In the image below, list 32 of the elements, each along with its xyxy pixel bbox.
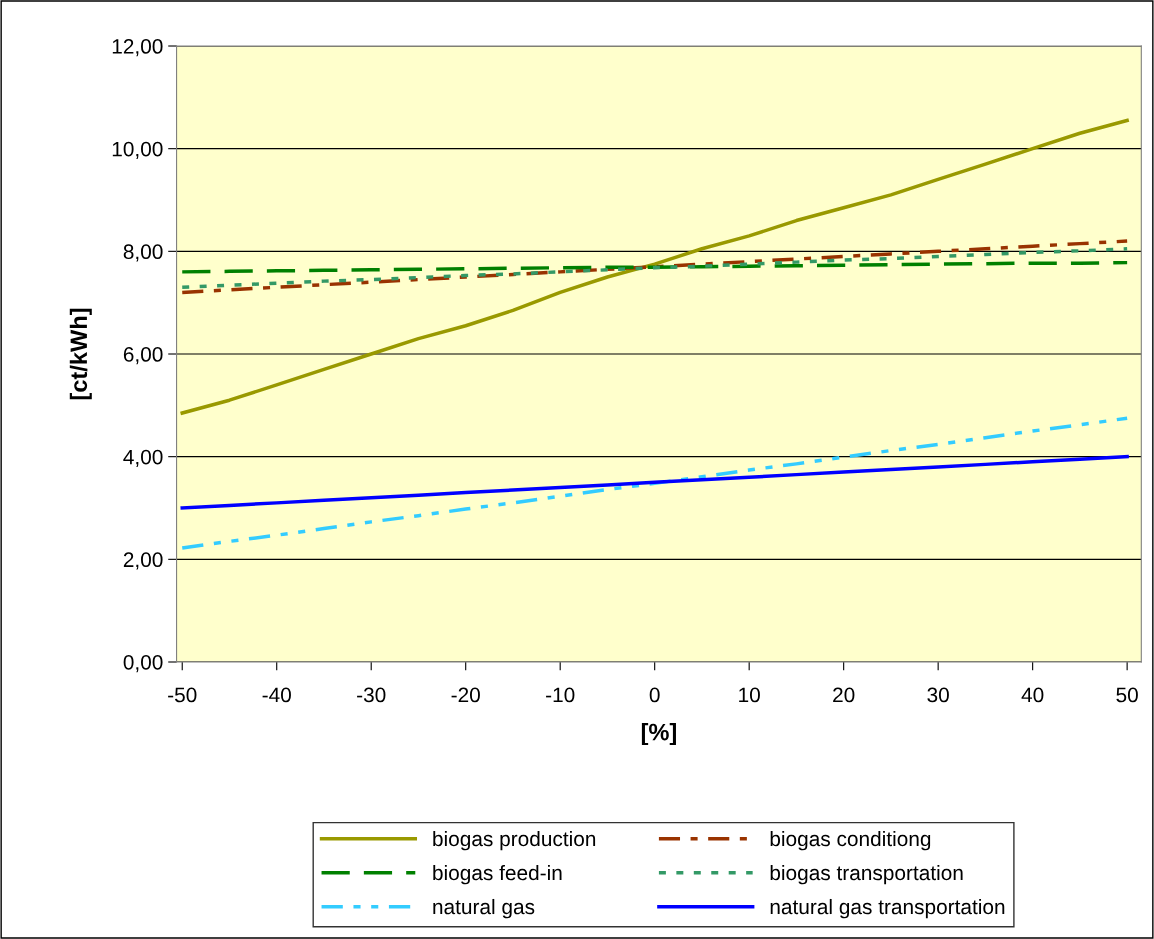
y-axis-title: [ct/kWh] bbox=[69, 308, 92, 400]
x-tick-label: 20 bbox=[833, 687, 855, 703]
x-tick-label: -30 bbox=[357, 687, 386, 703]
x-tick-label: -10 bbox=[546, 687, 575, 703]
y-tick-label: 6,00 bbox=[123, 347, 163, 365]
x-tick-label: -40 bbox=[262, 687, 291, 703]
legend-label: natural gas bbox=[433, 898, 535, 919]
line-series bbox=[180, 239, 1129, 295]
x-tick-label: 50 bbox=[1116, 687, 1138, 703]
line-series bbox=[180, 454, 1129, 510]
y-tick-label: 12,00 bbox=[112, 39, 163, 57]
legend-label: natural gas transportation bbox=[770, 898, 1005, 919]
y-tick-label: 4,00 bbox=[123, 449, 163, 467]
x-tick-label: -20 bbox=[451, 687, 480, 703]
line-series bbox=[180, 247, 1129, 290]
x-axis-title: [%] bbox=[641, 723, 676, 746]
x-tick-label: -50 bbox=[168, 687, 197, 703]
y-tick-label: 0,00 bbox=[123, 655, 163, 673]
x-tick-label: 10 bbox=[739, 687, 760, 703]
y-tick-label: 2,00 bbox=[123, 552, 163, 570]
x-tick-label: 40 bbox=[1021, 687, 1044, 703]
y-tick-label: 10,00 bbox=[112, 141, 163, 159]
line-series bbox=[180, 260, 1129, 274]
x-tick-label: 30 bbox=[927, 687, 949, 703]
legend-label: biogas production bbox=[433, 830, 596, 851]
legend-label: biogas transportation bbox=[770, 864, 963, 885]
line-series bbox=[180, 416, 1129, 550]
line-series bbox=[180, 118, 1129, 415]
y-tick-label: 8,00 bbox=[123, 244, 163, 262]
legend-label: biogas conditiong bbox=[770, 830, 931, 851]
x-tick-label: 0 bbox=[649, 687, 660, 703]
legend-label: biogas feed-in bbox=[433, 864, 562, 885]
